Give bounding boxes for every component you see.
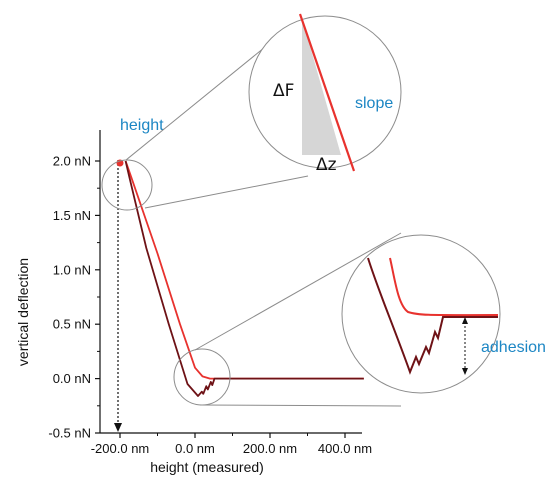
delta-f-label: ΔF	[273, 81, 294, 101]
top-zoom-lens	[248, 15, 402, 169]
adhesion-arrow-head-up	[462, 317, 468, 324]
top-zoom-line-lower	[144, 175, 309, 209]
y-axis-title: vertical deflection	[15, 258, 31, 366]
height-arrow-head	[114, 423, 122, 432]
y-axis-ticks: 2.0 nN 1.5 nN 1.0 nN 0.5 nN 0.0 nN -0.5 nN	[48, 154, 100, 441]
x-tick-label: 0.0 nm	[175, 441, 215, 456]
slope-line	[298, 13, 356, 172]
adhesion-label: adhesion	[481, 339, 546, 356]
x-axis-title: height (measured)	[150, 459, 264, 475]
y-tick-label: -0.5 nN	[48, 426, 91, 441]
height-label: height	[120, 117, 164, 134]
retract-curve	[124, 160, 364, 397]
zoom-retract-curve	[367, 257, 498, 375]
y-tick-label: 1.0 nN	[53, 262, 91, 277]
y-tick-label: 1.5 nN	[53, 208, 91, 223]
adhesion-arrow-head-down	[462, 368, 468, 375]
delta-z-label: Δz	[316, 155, 337, 175]
y-tick-label: 0.0 nN	[53, 371, 91, 386]
x-tick-label: 400.0 nm	[318, 441, 372, 456]
top-small-circle	[101, 159, 153, 211]
slope-triangle	[302, 18, 341, 155]
x-axis-ticks: -200.0 nm 0.0 nm 200.0 nm 400.0 nm	[91, 433, 372, 456]
bottom-zoom-line-upper	[194, 232, 402, 351]
bottom-zoom-line-lower	[199, 404, 402, 407]
y-tick-label: 0.5 nN	[53, 317, 91, 332]
zoom-approach-curve	[389, 257, 499, 317]
top-zoom-line-upper	[125, 29, 287, 161]
x-tick-label: 200.0 nm	[243, 441, 297, 456]
curve-series-group	[124, 160, 364, 397]
y-tick-label: 2.0 nN	[53, 154, 91, 169]
slope-label: slope	[355, 95, 393, 112]
x-tick-label: -200.0 nm	[91, 441, 150, 456]
approach-curve	[124, 160, 364, 380]
